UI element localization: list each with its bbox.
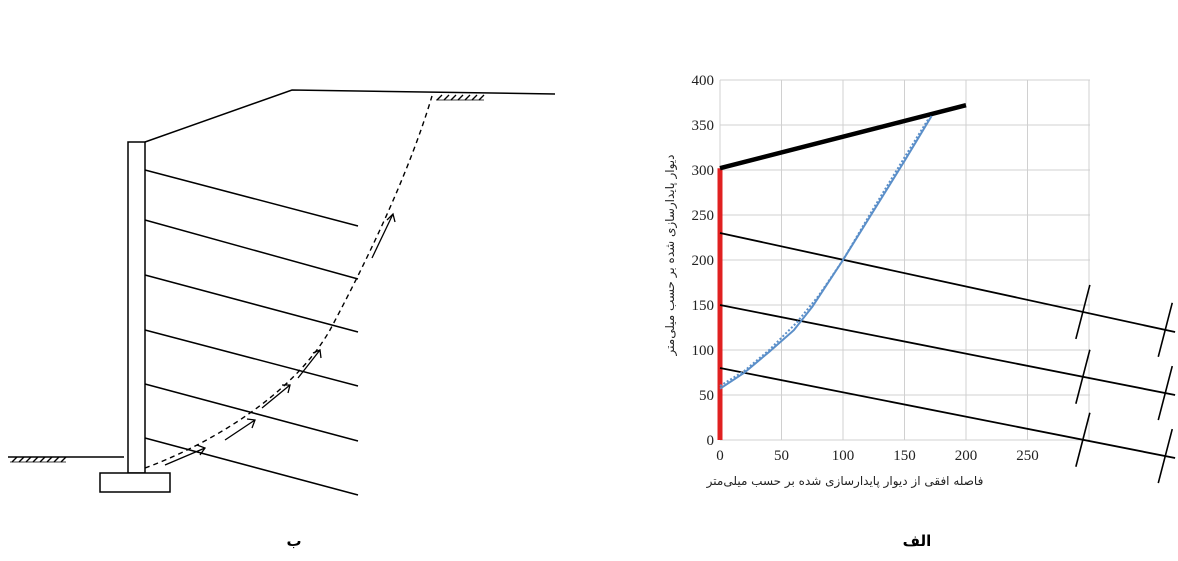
x-tick-label: 50 xyxy=(774,448,789,464)
x-tick-label: 0 xyxy=(716,448,724,464)
y-tick-label: 400 xyxy=(692,73,715,89)
x-tick-label: 250 xyxy=(1016,448,1039,464)
x-tick-label: 150 xyxy=(893,448,916,464)
x-tick-label: 200 xyxy=(955,448,978,464)
chart-series xyxy=(717,103,1176,484)
failure-surface xyxy=(144,95,433,469)
failure-surface-fit-line xyxy=(719,115,933,390)
y-tick-label: 50 xyxy=(699,388,714,404)
y-tick-label: 250 xyxy=(692,208,715,224)
y-tick-label: 150 xyxy=(692,298,715,314)
y-tick-label: 350 xyxy=(692,118,715,134)
arrow-icon xyxy=(297,349,321,379)
ground-hatch-top xyxy=(436,94,485,101)
backfill-surface xyxy=(144,89,556,143)
chart-ticks: 0 50 100 150 200 250 0 50 100 150 200 250 300 350 400 xyxy=(692,73,1039,464)
wall-stem xyxy=(127,141,146,474)
break-mark xyxy=(1075,284,1091,340)
y-axis-label: دیوار پایدارسازی شده بر حسب میلی‌متر xyxy=(663,155,678,357)
arrow-icon xyxy=(164,447,206,466)
x-tick-label: 100 xyxy=(832,448,855,464)
wall-footing xyxy=(99,472,171,493)
y-tick-label: 300 xyxy=(692,163,715,179)
y-tick-label: 100 xyxy=(692,343,715,359)
reinforcement-layers xyxy=(144,169,359,496)
backfill-surface-line xyxy=(719,103,967,171)
break-mark xyxy=(1157,428,1174,484)
reinforcement-layer xyxy=(144,274,359,333)
y-tick-label: 200 xyxy=(692,253,715,269)
reinforcement-layer xyxy=(144,329,359,387)
failure-surface-measured-line xyxy=(719,117,930,387)
panel-label-alef: الف xyxy=(903,532,932,550)
reinforcement-layer xyxy=(144,219,359,280)
reinforcement-line xyxy=(719,367,1176,459)
ground-hatch-left xyxy=(10,456,67,463)
break-mark xyxy=(1157,365,1174,421)
chart-grid xyxy=(719,79,1090,441)
arrow-icon xyxy=(371,213,394,259)
x-axis-label: فاصله افقی از دیوار پایدارسازی شده بر حس… xyxy=(706,474,984,489)
movement-arrows xyxy=(164,212,396,466)
reinforcement-layer xyxy=(144,437,359,496)
arrow-icon xyxy=(261,384,291,409)
break-mark xyxy=(1075,412,1091,467)
reinforcement-line xyxy=(719,232,1176,333)
reinforcement-line xyxy=(719,304,1176,396)
panel-label-b: ب xyxy=(286,532,301,550)
break-mark xyxy=(1075,349,1091,404)
chart-panel: 0 50 100 150 200 250050100150200250300350400 … xyxy=(663,73,1176,489)
wall-schematic: ب xyxy=(8,89,556,550)
arrow-icon xyxy=(224,419,256,441)
break-mark xyxy=(1157,302,1174,358)
reinforcement-layer xyxy=(144,169,359,227)
y-tick-label: 0 xyxy=(707,433,715,449)
